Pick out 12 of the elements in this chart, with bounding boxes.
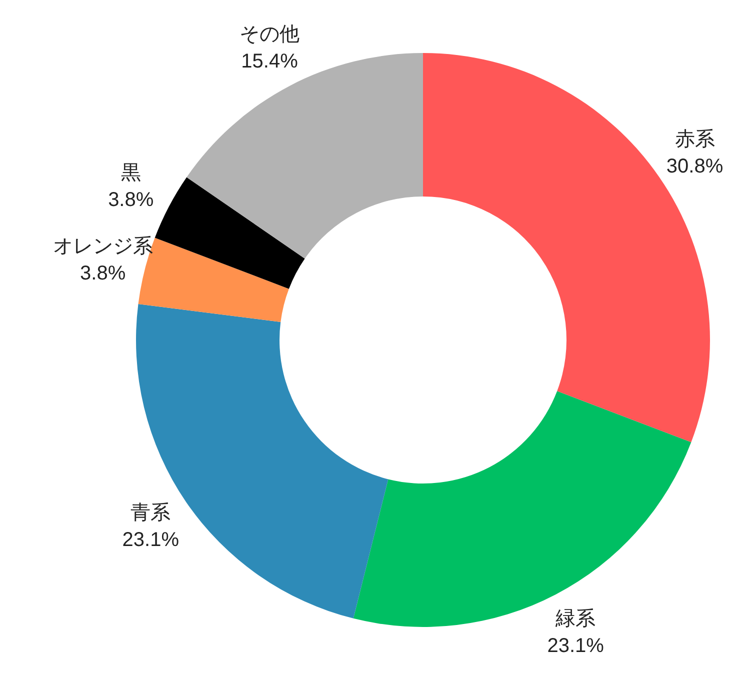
slice-label: 緑系: [554, 608, 596, 630]
slice-label: オレンジ系: [52, 235, 153, 258]
slice-label: 青系: [130, 502, 171, 524]
data-label: 23.1%: [122, 528, 180, 551]
data-label: 3.8%: [80, 262, 126, 284]
slice-label: 黒: [120, 162, 141, 184]
data-label: 3.8%: [108, 189, 154, 211]
slice-label: その他: [240, 23, 300, 46]
data-label: 23.1%: [547, 635, 604, 658]
data-label: 30.8%: [666, 155, 724, 178]
slice-label: 赤系: [674, 128, 715, 150]
data-label: 15.4%: [241, 50, 298, 72]
